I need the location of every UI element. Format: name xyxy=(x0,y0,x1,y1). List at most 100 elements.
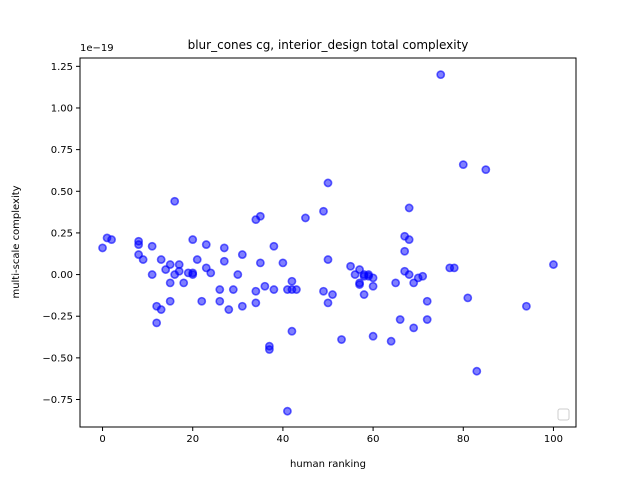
data-point xyxy=(260,281,270,291)
data-point xyxy=(472,366,482,376)
data-point xyxy=(255,258,265,268)
data-point xyxy=(481,165,491,175)
data-point xyxy=(201,240,211,249)
data-point xyxy=(156,255,166,264)
data-point xyxy=(458,160,468,170)
data-point xyxy=(355,280,364,289)
data-point xyxy=(165,278,175,288)
data-point xyxy=(346,261,355,271)
data-point xyxy=(368,331,378,341)
data-point xyxy=(404,235,414,244)
y-offset-label: 1e−19 xyxy=(80,43,114,54)
data-point xyxy=(147,241,157,251)
data-point xyxy=(418,271,428,281)
data-point xyxy=(400,246,410,256)
y-tick-label: −0.25 xyxy=(42,312,73,323)
data-point xyxy=(224,305,234,314)
data-point xyxy=(359,290,369,299)
data-point xyxy=(197,296,207,306)
data-point xyxy=(98,243,107,253)
data-point xyxy=(368,273,378,283)
data-point xyxy=(215,296,225,306)
data-point xyxy=(337,335,346,344)
data-point xyxy=(319,286,328,296)
x-tick-label: 60 xyxy=(367,434,380,445)
y-tick-label: 0.00 xyxy=(51,270,73,281)
data-point xyxy=(255,211,265,221)
data-point xyxy=(264,345,274,354)
legend-box xyxy=(557,408,570,421)
y-axis: −0.75 −0.50 −0.25 0.00 0.25 0.50 0.75 1.00 1.25 xyxy=(42,62,80,406)
data-point xyxy=(165,296,175,306)
x-axis-label: human ranking xyxy=(290,459,366,470)
data-point xyxy=(138,255,148,264)
chart-title: blur_cones cg, interior_design total com… xyxy=(188,38,469,52)
data-point xyxy=(323,178,333,188)
data-point xyxy=(449,263,459,273)
points-layer xyxy=(98,70,558,416)
data-point xyxy=(368,281,378,291)
data-point xyxy=(301,213,310,223)
data-point xyxy=(219,256,229,266)
data-point xyxy=(463,293,473,303)
x-tick-label: 0 xyxy=(99,434,105,445)
data-point xyxy=(549,260,558,269)
data-point xyxy=(292,285,301,294)
data-point xyxy=(323,298,333,308)
y-tick-label: 0.75 xyxy=(51,145,73,156)
y-axis-label: multi-scale complexity xyxy=(11,185,22,298)
data-point xyxy=(192,255,202,264)
data-point xyxy=(215,285,225,294)
data-point xyxy=(319,206,328,216)
data-point xyxy=(422,315,432,324)
data-point xyxy=(165,260,175,269)
data-point xyxy=(522,301,531,311)
data-point xyxy=(156,305,166,314)
data-point xyxy=(152,318,162,328)
x-tick-label: 80 xyxy=(457,434,470,445)
data-point xyxy=(287,276,297,286)
data-point xyxy=(404,270,414,279)
data-point xyxy=(134,240,144,249)
x-tick-label: 40 xyxy=(277,434,290,445)
data-point xyxy=(278,258,288,268)
x-tick-label: 100 xyxy=(544,434,563,445)
y-tick-label: −0.50 xyxy=(42,353,73,364)
x-axis: 0 20 40 60 80 100 xyxy=(99,427,563,445)
data-point xyxy=(206,268,216,278)
plot-frame xyxy=(79,57,577,428)
data-point xyxy=(391,278,401,288)
data-point xyxy=(233,270,243,279)
data-point xyxy=(323,255,333,264)
data-point xyxy=(219,243,229,253)
data-point xyxy=(147,270,157,279)
data-point xyxy=(107,235,116,244)
data-point xyxy=(170,196,180,206)
data-point xyxy=(269,285,279,294)
data-point xyxy=(228,285,238,294)
y-tick-label: 0.50 xyxy=(51,187,73,198)
data-point xyxy=(188,235,198,244)
data-point xyxy=(269,241,279,251)
data-point xyxy=(283,406,292,416)
y-tick-label: 1.00 xyxy=(51,103,73,114)
y-tick-label: 1.25 xyxy=(51,62,73,73)
y-tick-label: 0.25 xyxy=(51,228,73,239)
data-point xyxy=(237,250,247,259)
data-point xyxy=(436,70,446,80)
data-point xyxy=(409,323,419,333)
data-point xyxy=(237,301,247,311)
data-point xyxy=(422,296,432,306)
data-point xyxy=(251,286,261,296)
data-point xyxy=(174,260,184,269)
data-point xyxy=(404,203,414,213)
data-point xyxy=(386,336,396,346)
x-tick-label: 20 xyxy=(186,434,199,445)
data-point xyxy=(188,270,198,279)
data-point xyxy=(251,298,261,308)
y-tick-label: −0.75 xyxy=(42,395,73,406)
data-point xyxy=(328,290,337,299)
data-point xyxy=(287,326,297,336)
